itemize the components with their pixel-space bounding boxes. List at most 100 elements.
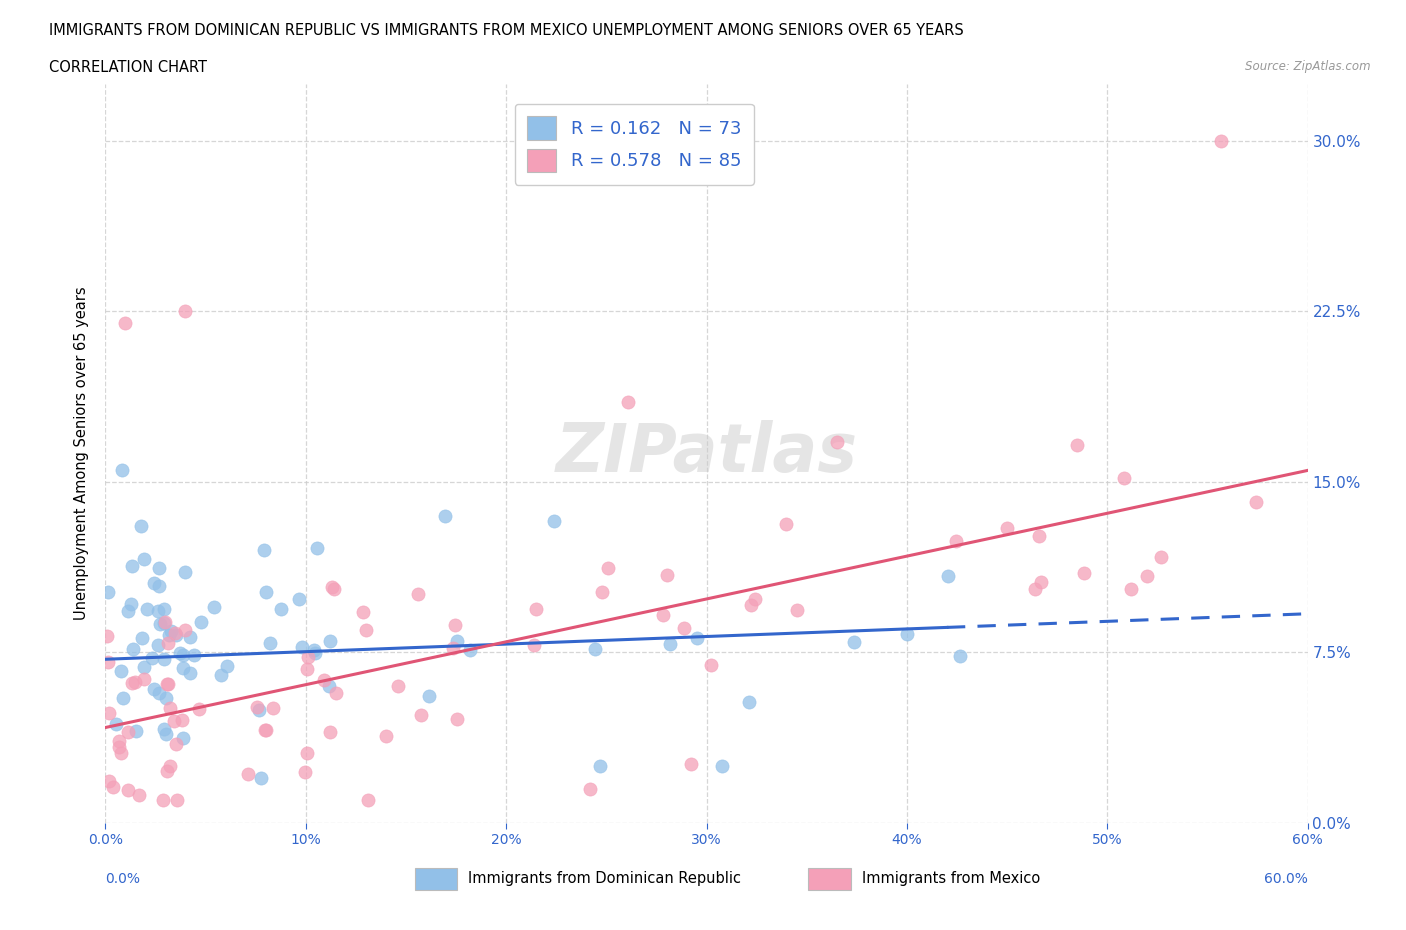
Point — [786, 603, 808, 618]
Point — [97, 585, 120, 600]
Point — [294, 764, 316, 779]
Point — [190, 615, 212, 630]
Point — [156, 636, 179, 651]
Y-axis label: Unemployment Among Seniors over 65 years: Unemployment Among Seniors over 65 years — [75, 286, 90, 620]
Point — [131, 631, 153, 645]
Text: Immigrants from Dominican Republic: Immigrants from Dominican Republic — [468, 871, 741, 886]
Point — [270, 602, 292, 617]
Point — [246, 699, 269, 714]
Point — [418, 688, 440, 703]
Point — [583, 642, 606, 657]
Point — [117, 725, 139, 740]
Point — [108, 739, 131, 754]
Point — [120, 597, 142, 612]
Point — [124, 675, 146, 690]
Point — [673, 620, 696, 635]
Point — [995, 521, 1018, 536]
Point — [322, 582, 344, 597]
Point — [253, 543, 276, 558]
Point — [291, 639, 314, 654]
Point — [148, 638, 170, 653]
Point — [166, 737, 188, 751]
Point — [1066, 438, 1088, 453]
Point — [128, 788, 150, 803]
Point — [215, 658, 238, 673]
Text: 60.0%: 60.0% — [1264, 871, 1308, 886]
Point — [591, 584, 613, 599]
Point — [153, 651, 176, 666]
Point — [134, 659, 156, 674]
Point — [775, 516, 797, 531]
Point — [169, 646, 191, 661]
Point — [1028, 528, 1050, 543]
Point — [174, 622, 197, 637]
Point — [302, 643, 325, 658]
Point — [678, 133, 700, 148]
Point — [159, 759, 181, 774]
Point — [710, 759, 733, 774]
Point — [179, 666, 201, 681]
Point — [744, 591, 766, 606]
Point — [295, 746, 318, 761]
Point — [110, 745, 132, 760]
Point — [524, 602, 547, 617]
Point — [112, 690, 135, 705]
Point — [354, 623, 377, 638]
Text: CORRELATION CHART: CORRELATION CHART — [49, 60, 207, 75]
Point — [1150, 550, 1173, 565]
Point — [319, 633, 342, 648]
Point — [578, 782, 600, 797]
Point — [948, 648, 970, 663]
Point — [202, 599, 225, 614]
Point — [209, 668, 232, 683]
Point — [319, 724, 342, 739]
Point — [936, 568, 959, 583]
Point — [1073, 565, 1095, 580]
Point — [321, 579, 343, 594]
Point — [172, 660, 194, 675]
Point — [153, 602, 176, 617]
Point — [122, 642, 145, 657]
Point — [172, 712, 194, 727]
Point — [1244, 494, 1267, 509]
Point — [297, 649, 319, 664]
Point — [172, 730, 194, 745]
Point — [108, 734, 131, 749]
Point — [132, 671, 155, 686]
Point — [97, 655, 120, 670]
Point — [844, 634, 866, 649]
Point — [658, 636, 681, 651]
Point — [121, 558, 143, 573]
Point — [165, 626, 187, 641]
Point — [166, 793, 188, 808]
Point — [446, 634, 468, 649]
Point — [153, 615, 176, 630]
Point — [357, 793, 380, 808]
Point — [522, 637, 544, 652]
Point — [153, 616, 176, 631]
Point — [136, 602, 159, 617]
Point — [254, 585, 277, 600]
Point — [97, 773, 120, 788]
Point — [738, 695, 761, 710]
Text: IMMIGRANTS FROM DOMINICAN REPUBLIC VS IMMIGRANTS FROM MEXICO UNEMPLOYMENT AMONG : IMMIGRANTS FROM DOMINICAN REPUBLIC VS IM… — [49, 23, 965, 38]
Point — [305, 540, 328, 555]
Point — [444, 618, 467, 632]
Point — [945, 534, 967, 549]
Point — [173, 304, 195, 319]
Point — [254, 723, 277, 737]
Point — [686, 631, 709, 645]
Point — [1119, 581, 1142, 596]
Point — [617, 394, 640, 409]
Point — [679, 757, 702, 772]
Point — [143, 576, 166, 591]
Point — [374, 728, 396, 743]
Point — [387, 678, 409, 693]
Point — [142, 681, 165, 696]
Point — [156, 764, 179, 778]
Point — [155, 726, 177, 741]
Point — [187, 702, 209, 717]
Point — [441, 641, 464, 656]
Point — [114, 315, 136, 330]
Text: ZIPatlas: ZIPatlas — [555, 420, 858, 486]
